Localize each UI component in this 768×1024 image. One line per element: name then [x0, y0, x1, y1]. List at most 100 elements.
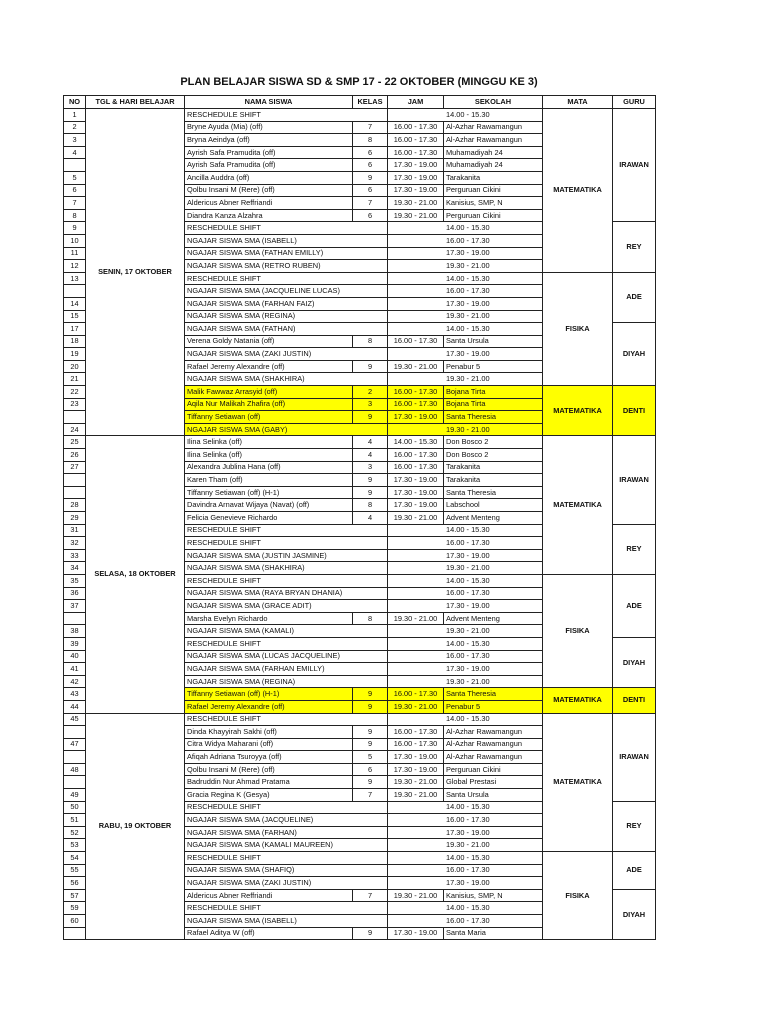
row-number: 38 — [63, 624, 86, 638]
column-header: NO — [63, 95, 86, 109]
time: 17.30 - 19.00 — [387, 876, 543, 890]
teacher: DIYAH — [612, 322, 656, 387]
school: Muhamadiyah 24 — [443, 158, 543, 172]
row-number — [63, 725, 86, 739]
student-name: Ilina Selinka (off) — [184, 435, 353, 450]
time: 14.00 - 15.30 — [387, 636, 543, 651]
schedule-row: Marsha Evelyn Richardo 8 19.30 - 21.00 Adve… — [63, 611, 656, 626]
time: 17.30 - 19.00 — [387, 473, 444, 487]
column-header: JAM — [387, 95, 444, 109]
row-number: 60 — [63, 914, 86, 928]
school: Kanisius, SMP, N — [443, 888, 543, 903]
time: 19.30 - 21.00 — [387, 259, 543, 273]
time: 17.30 - 19.00 — [387, 825, 543, 840]
student-name: Alexandra Jublina Hana (off) — [184, 460, 353, 475]
student-name: NGAJAR SISWA SMA (REGINA) — [184, 674, 388, 689]
day-label: RABU, 19 OKTOBER — [85, 712, 185, 941]
student-name: NGAJAR SISWA SMA (LUCAS JACQUELINE) — [184, 649, 388, 664]
time: 16.00 - 17.30 — [387, 687, 444, 701]
student-name: Malik Fawwaz Arrasyid (off) — [184, 385, 353, 399]
schedule-row: 48 Qolbu Insani M (Rere) (off) 6 17.30 - 19… — [63, 762, 656, 777]
student-name: RESCHEDULE SHIFT — [184, 901, 388, 915]
row-number — [63, 611, 86, 626]
schedule-row: Dinda Khayyirah Sakhi (off) 9 16.00 - 17.3… — [63, 725, 656, 739]
row-number: 17 — [63, 322, 86, 336]
teacher: ADE — [612, 851, 656, 890]
schedule-row: 12 NGAJAR SISWA SMA (RETRO RUBEN) 19.30 - … — [63, 259, 656, 273]
schedule-row: 34 NGAJAR SISWA SMA (SHAKHIRA) 19.30 - 21.… — [63, 561, 656, 575]
row-number: 34 — [63, 561, 86, 575]
student-name: NGAJAR SISWA SMA (ISABELL) — [184, 233, 388, 248]
school: Perguruan Cikini — [443, 208, 543, 223]
row-number: 23 — [63, 397, 86, 412]
student-name: Tiffanny Setiawan (off) — [184, 410, 353, 424]
student-name: NGAJAR SISWA SMA (SHAFIQ) — [184, 863, 388, 878]
student-name: Ancilla Auddra (off) — [184, 170, 353, 185]
teacher: DENTI — [612, 385, 656, 437]
school: Penabur 5 — [443, 699, 543, 714]
row-number: 24 — [63, 422, 86, 437]
teacher: REY — [612, 523, 656, 575]
time: 16.00 - 17.30 — [387, 536, 543, 550]
time: 16.00 - 17.30 — [387, 460, 444, 475]
schedule-row: NGAJAR SISWA SMA (JACQUELINE LUCAS) 16.00… — [63, 284, 656, 298]
grade: 6 — [352, 158, 388, 172]
schedule-row: 7 Aldericus Abner Reffriandi 7 19.30 - 21.0… — [63, 196, 656, 210]
school: Don Bosco 2 — [443, 448, 543, 462]
schedule-row: 59 RESCHEDULE SHIFT 14.00 - 15.30 — [63, 901, 656, 915]
column-header: MATA — [542, 95, 613, 109]
time: 14.00 - 15.30 — [387, 435, 444, 450]
row-number: 2 — [63, 120, 86, 135]
time: 19.30 - 21.00 — [387, 699, 444, 714]
row-number: 15 — [63, 309, 86, 324]
student-name: Gracia Regina K (Gesya) — [184, 788, 353, 802]
student-name: RESCHEDULE SHIFT — [184, 108, 388, 122]
day-label: SELASA, 18 OKTOBER — [85, 435, 185, 714]
row-number: 7 — [63, 196, 86, 210]
student-name: Afiqah Adriana Tsuroyya (off) — [184, 750, 353, 764]
schedule-row: 3 Bryna Aeindya (off) 8 16.00 - 17.30 Al-Azh… — [63, 133, 656, 147]
time: 17.30 - 19.00 — [387, 347, 543, 361]
school: Santa Theresia — [443, 485, 543, 500]
student-name: NGAJAR SISWA SMA (ZAKI JUSTIN) — [184, 347, 388, 361]
row-number: 14 — [63, 296, 86, 311]
row-number: 57 — [63, 888, 86, 903]
time: 17.30 - 19.00 — [387, 662, 543, 676]
teacher: DENTI — [612, 687, 656, 714]
school: Perguruan Cikini — [443, 762, 543, 777]
schedule-row: 43 Tiffanny Setiawan (off) (H-1) 9 16.00 - … — [63, 687, 656, 714]
schedule-row: Afiqah Adriana Tsuroyya (off) 5 17.30 - 19… — [63, 750, 656, 764]
student-name: Marsha Evelyn Richardo — [184, 611, 353, 626]
school: Santa Theresia — [443, 687, 543, 701]
grade: 7 — [352, 196, 388, 210]
grade: 8 — [352, 611, 388, 626]
day-label: SENIN, 17 OKTOBER — [85, 107, 185, 437]
row-number: 52 — [63, 825, 86, 840]
time: 14.00 - 15.30 — [387, 221, 543, 235]
time: 19.30 - 21.00 — [387, 561, 543, 575]
school: Global Prestasi — [443, 775, 543, 790]
student-name: NGAJAR SISWA SMA (JACQUELINE) — [184, 813, 388, 827]
time: 17.30 - 19.00 — [387, 926, 444, 941]
student-name: Citra Widya Maharani (off) — [184, 737, 353, 752]
row-number — [63, 284, 86, 298]
row-number: 56 — [63, 876, 86, 890]
row-number — [63, 775, 86, 790]
column-header: NAMA SISWA — [184, 95, 353, 109]
student-name: NGAJAR SISWA SMA (KAMALI) — [184, 624, 388, 638]
student-name: Aqila Nur Malikah Zhafira (off) — [184, 397, 353, 412]
schedule-row: 54 RESCHEDULE SHIFT 14.00 - 15.30 FISIKA ADE — [63, 851, 656, 941]
student-name: NGAJAR SISWA SMA (KAMALI MAUREEN) — [184, 838, 388, 853]
row-number: 8 — [63, 208, 86, 223]
time: 17.30 - 19.00 — [387, 183, 444, 198]
time: 19.30 - 21.00 — [387, 775, 444, 790]
time: 14.00 - 15.30 — [387, 901, 543, 915]
row-number: 21 — [63, 372, 86, 387]
student-name: RESCHEDULE SHIFT — [184, 800, 388, 815]
student-name: NGAJAR SISWA SMA (RAYA BRYAN DHANIA) — [184, 586, 388, 601]
row-number: 53 — [63, 838, 86, 853]
schedule-row: 51 NGAJAR SISWA SMA (JACQUELINE) 16.00 - 1… — [63, 813, 656, 827]
row-number: 4 — [63, 145, 86, 160]
grade: 2 — [352, 385, 388, 399]
school: Santa Theresia — [443, 410, 543, 424]
